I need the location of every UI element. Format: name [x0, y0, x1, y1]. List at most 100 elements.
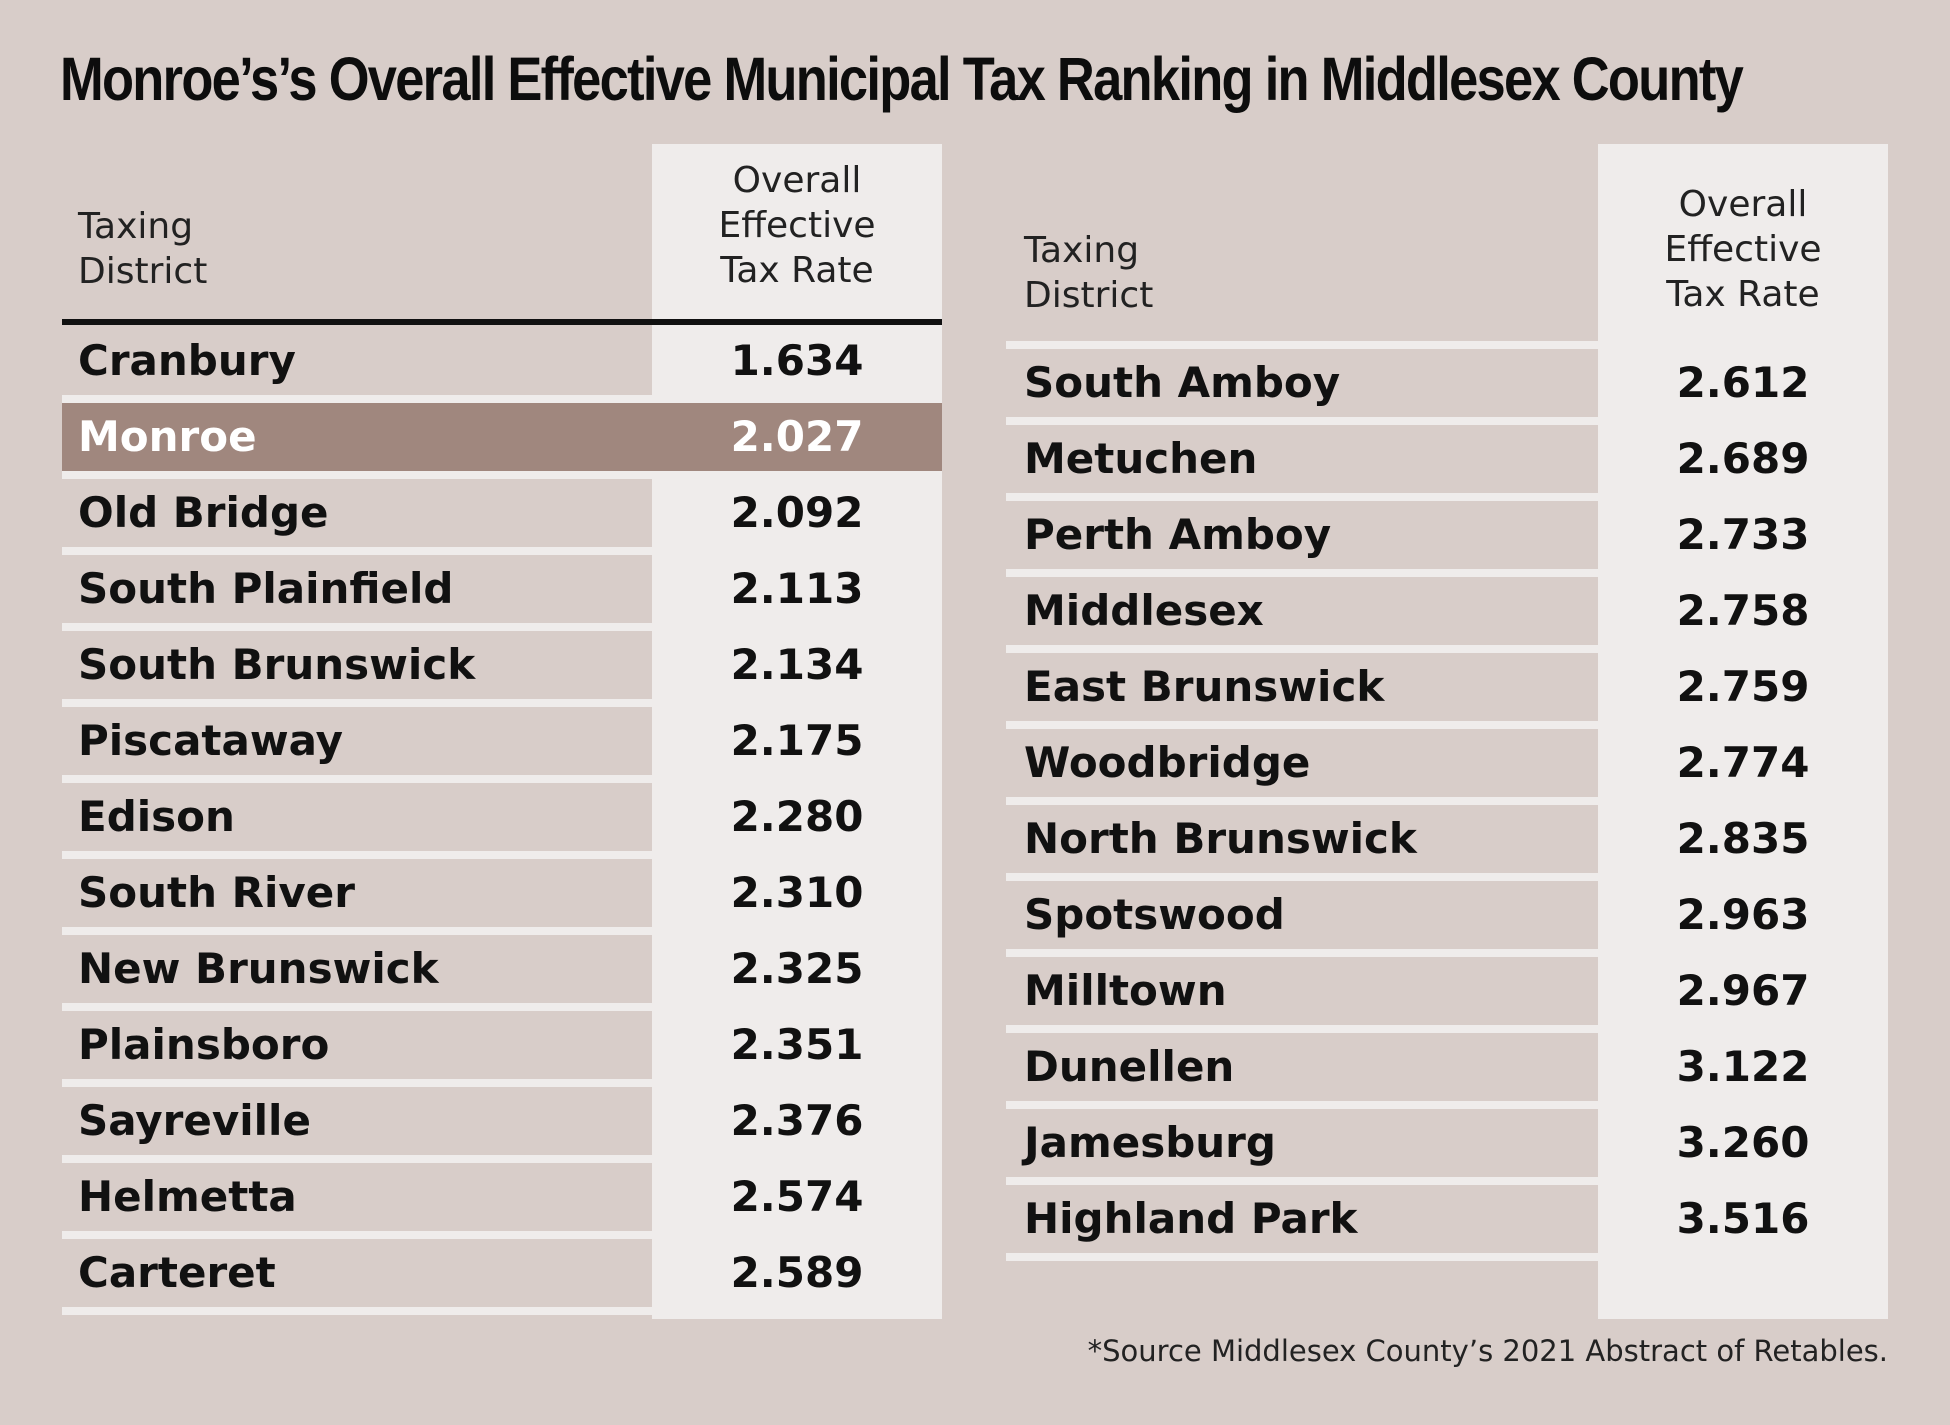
row-separator	[62, 1155, 942, 1163]
row-separator	[1006, 645, 1886, 653]
table-row: Sayreville 2.376	[62, 1079, 942, 1155]
tax-rate-value: 2.733	[1676, 510, 1810, 559]
rate-column-header: Overall Effective Tax Rate	[718, 160, 876, 291]
row-separator	[1006, 949, 1886, 957]
table-row: South Brunswick 2.134	[62, 623, 942, 699]
district-name: Old Bridge	[78, 488, 329, 537]
district-name: Piscataway	[78, 716, 344, 765]
table-row: Helmetta 2.574	[62, 1155, 942, 1231]
table-row: Plainsboro 2.351	[62, 1003, 942, 1079]
district-name: South Plainfield	[78, 564, 454, 613]
tax-rate-value: 2.280	[730, 792, 864, 841]
district-name: Monroe	[78, 412, 257, 461]
source-footnote: *Source Middlesex County’s 2021 Abstract…	[1087, 1334, 1888, 1368]
row-separator	[1006, 797, 1886, 805]
tax-rate-value: 2.134	[730, 640, 864, 689]
district-name: Perth Amboy	[1024, 510, 1332, 559]
row-separator	[1006, 1101, 1886, 1109]
header-rule	[62, 319, 942, 325]
row-separator	[1006, 721, 1886, 729]
district-name: Milltown	[1024, 966, 1227, 1015]
tax-rate-value: 2.351	[730, 1020, 864, 1069]
district-name: Dunellen	[1024, 1042, 1235, 1091]
district-name: New Brunswick	[78, 944, 439, 993]
row-separator	[1006, 1253, 1886, 1261]
district-name: Spotswood	[1024, 890, 1285, 939]
district-name: East Brunswick	[1024, 662, 1385, 711]
row-separator	[1006, 873, 1886, 881]
row-separator	[62, 851, 942, 859]
tax-rate-value: 1.634	[730, 336, 864, 385]
district-name: Plainsboro	[78, 1020, 330, 1069]
rate-column-background	[652, 144, 942, 1319]
table-row: Woodbridge 2.774	[1006, 721, 1886, 797]
district-name: Sayreville	[78, 1096, 311, 1145]
table-row: Dunellen 3.122	[1006, 1025, 1886, 1101]
tax-table-right: Taxing District Overall Effective Tax Ra…	[1006, 144, 1888, 1319]
district-name: Helmetta	[78, 1172, 297, 1221]
district-name: Highland Park	[1024, 1194, 1358, 1243]
tax-rate-value: 2.574	[730, 1172, 864, 1221]
district-name: Carteret	[78, 1248, 276, 1297]
table-row: South Plainfield 2.113	[62, 547, 942, 623]
tax-rate-value: 2.612	[1676, 358, 1810, 407]
row-separator	[1006, 493, 1886, 501]
row-separator	[62, 395, 942, 403]
row-separator	[1006, 1177, 1886, 1185]
district-name: Edison	[78, 792, 235, 841]
table-row: Cranbury 1.634	[62, 319, 942, 395]
table-row: Edison 2.280	[62, 775, 942, 851]
table-row: Carteret 2.589	[62, 1231, 942, 1307]
district-name: North Brunswick	[1024, 814, 1417, 863]
row-separator	[62, 547, 942, 555]
tax-rate-value: 2.758	[1676, 586, 1810, 635]
table-row: South Amboy 2.612	[1006, 341, 1886, 417]
row-separator	[62, 1003, 942, 1011]
table-row: South River 2.310	[62, 851, 942, 927]
tax-rate-value: 2.325	[730, 944, 864, 993]
district-column-header: Taxing District	[1024, 230, 1154, 316]
district-name: South Brunswick	[78, 640, 476, 689]
table-row: Highland Park 3.516	[1006, 1177, 1886, 1253]
table-row: Old Bridge 2.092	[62, 471, 942, 547]
tax-rate-value: 2.835	[1676, 814, 1810, 863]
district-column-header: Taxing District	[78, 206, 208, 292]
table-row: Metuchen 2.689	[1006, 417, 1886, 493]
row-separator	[1006, 1025, 1886, 1033]
tax-rate-value: 2.113	[730, 564, 864, 613]
table-row: Jamesburg 3.260	[1006, 1101, 1886, 1177]
tax-rate-value: 2.759	[1676, 662, 1810, 711]
row-separator	[62, 1079, 942, 1087]
tax-rate-value: 3.516	[1676, 1194, 1810, 1243]
table-row: Middlesex 2.758	[1006, 569, 1886, 645]
row-separator	[62, 1231, 942, 1239]
district-name: Cranbury	[78, 336, 296, 385]
row-separator	[1006, 569, 1886, 577]
rate-column-background	[1598, 144, 1888, 1319]
district-name: South River	[78, 868, 355, 917]
table-row: East Brunswick 2.759	[1006, 645, 1886, 721]
table-row: Perth Amboy 2.733	[1006, 493, 1886, 569]
rate-column-header: Overall Effective Tax Rate	[1664, 184, 1822, 315]
chart-title: Monroe’s’s Overall Effective Municipal T…	[60, 45, 1744, 113]
tax-rate-value: 2.310	[730, 868, 864, 917]
district-name: Woodbridge	[1024, 738, 1311, 787]
row-separator	[1006, 417, 1886, 425]
row-separator	[62, 623, 942, 631]
row-separator	[62, 699, 942, 707]
table-row: North Brunswick 2.835	[1006, 797, 1886, 873]
district-name: Middlesex	[1024, 586, 1264, 635]
tax-rate-value: 3.260	[1676, 1118, 1810, 1167]
tax-rate-value: 2.092	[730, 488, 864, 537]
tax-rate-value: 2.689	[1676, 434, 1810, 483]
tax-rate-value: 2.175	[730, 716, 864, 765]
tax-rate-value: 2.376	[730, 1096, 864, 1145]
tax-rate-value: 2.589	[730, 1248, 864, 1297]
tax-rate-value: 2.774	[1676, 738, 1810, 787]
district-name: Metuchen	[1024, 434, 1258, 483]
tax-rate-value: 2.963	[1676, 890, 1810, 939]
row-separator	[62, 1307, 942, 1315]
table-row: Monroe 2.027	[62, 395, 942, 471]
tax-rate-value: 3.122	[1676, 1042, 1810, 1091]
district-name: Jamesburg	[1024, 1118, 1276, 1167]
